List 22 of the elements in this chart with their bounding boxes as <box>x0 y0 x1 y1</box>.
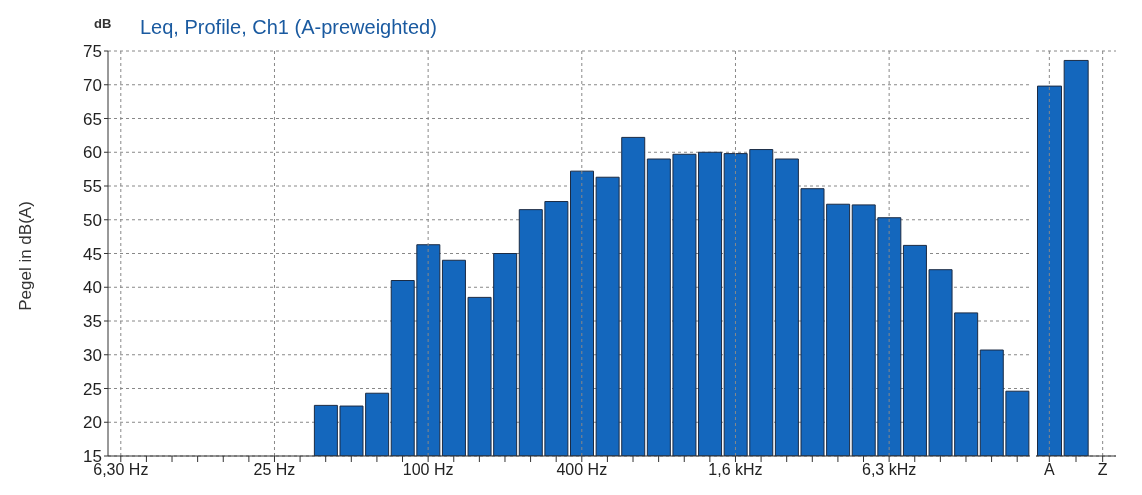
x-tick-label: 400 Hz <box>556 461 608 479</box>
y-tick-label: 60 <box>83 143 102 163</box>
text: dB <box>94 16 112 31</box>
y-tick-label: 50 <box>83 210 102 230</box>
x-tick-label: 1,6 kHz <box>708 461 763 479</box>
y-tick-label: 35 <box>83 312 102 332</box>
y-axis-title: Pegel in dB(A) <box>16 201 36 311</box>
chart-title: Leq, Profile, Ch1 (A-preweighted) <box>140 16 437 39</box>
x-tick-label: 100 Hz <box>402 461 454 479</box>
y-tick-label: 65 <box>83 109 102 129</box>
y-tick-label: 40 <box>83 278 102 298</box>
y-tick-label: 30 <box>83 345 102 365</box>
x-tick-label: A <box>1044 461 1055 479</box>
y-tick-label: 55 <box>83 177 102 197</box>
x-tick-label: Z <box>1097 461 1108 479</box>
y-tick-label: 45 <box>83 244 102 264</box>
x-tick-label: 25 Hz <box>253 461 296 479</box>
y-tick-label: 75 <box>83 42 102 62</box>
y-tick-label: 70 <box>83 75 102 95</box>
y-tick-label: 25 <box>83 379 102 399</box>
y-tick-label: 20 <box>83 413 102 433</box>
x-tick-label: 6,3 kHz <box>862 461 917 479</box>
